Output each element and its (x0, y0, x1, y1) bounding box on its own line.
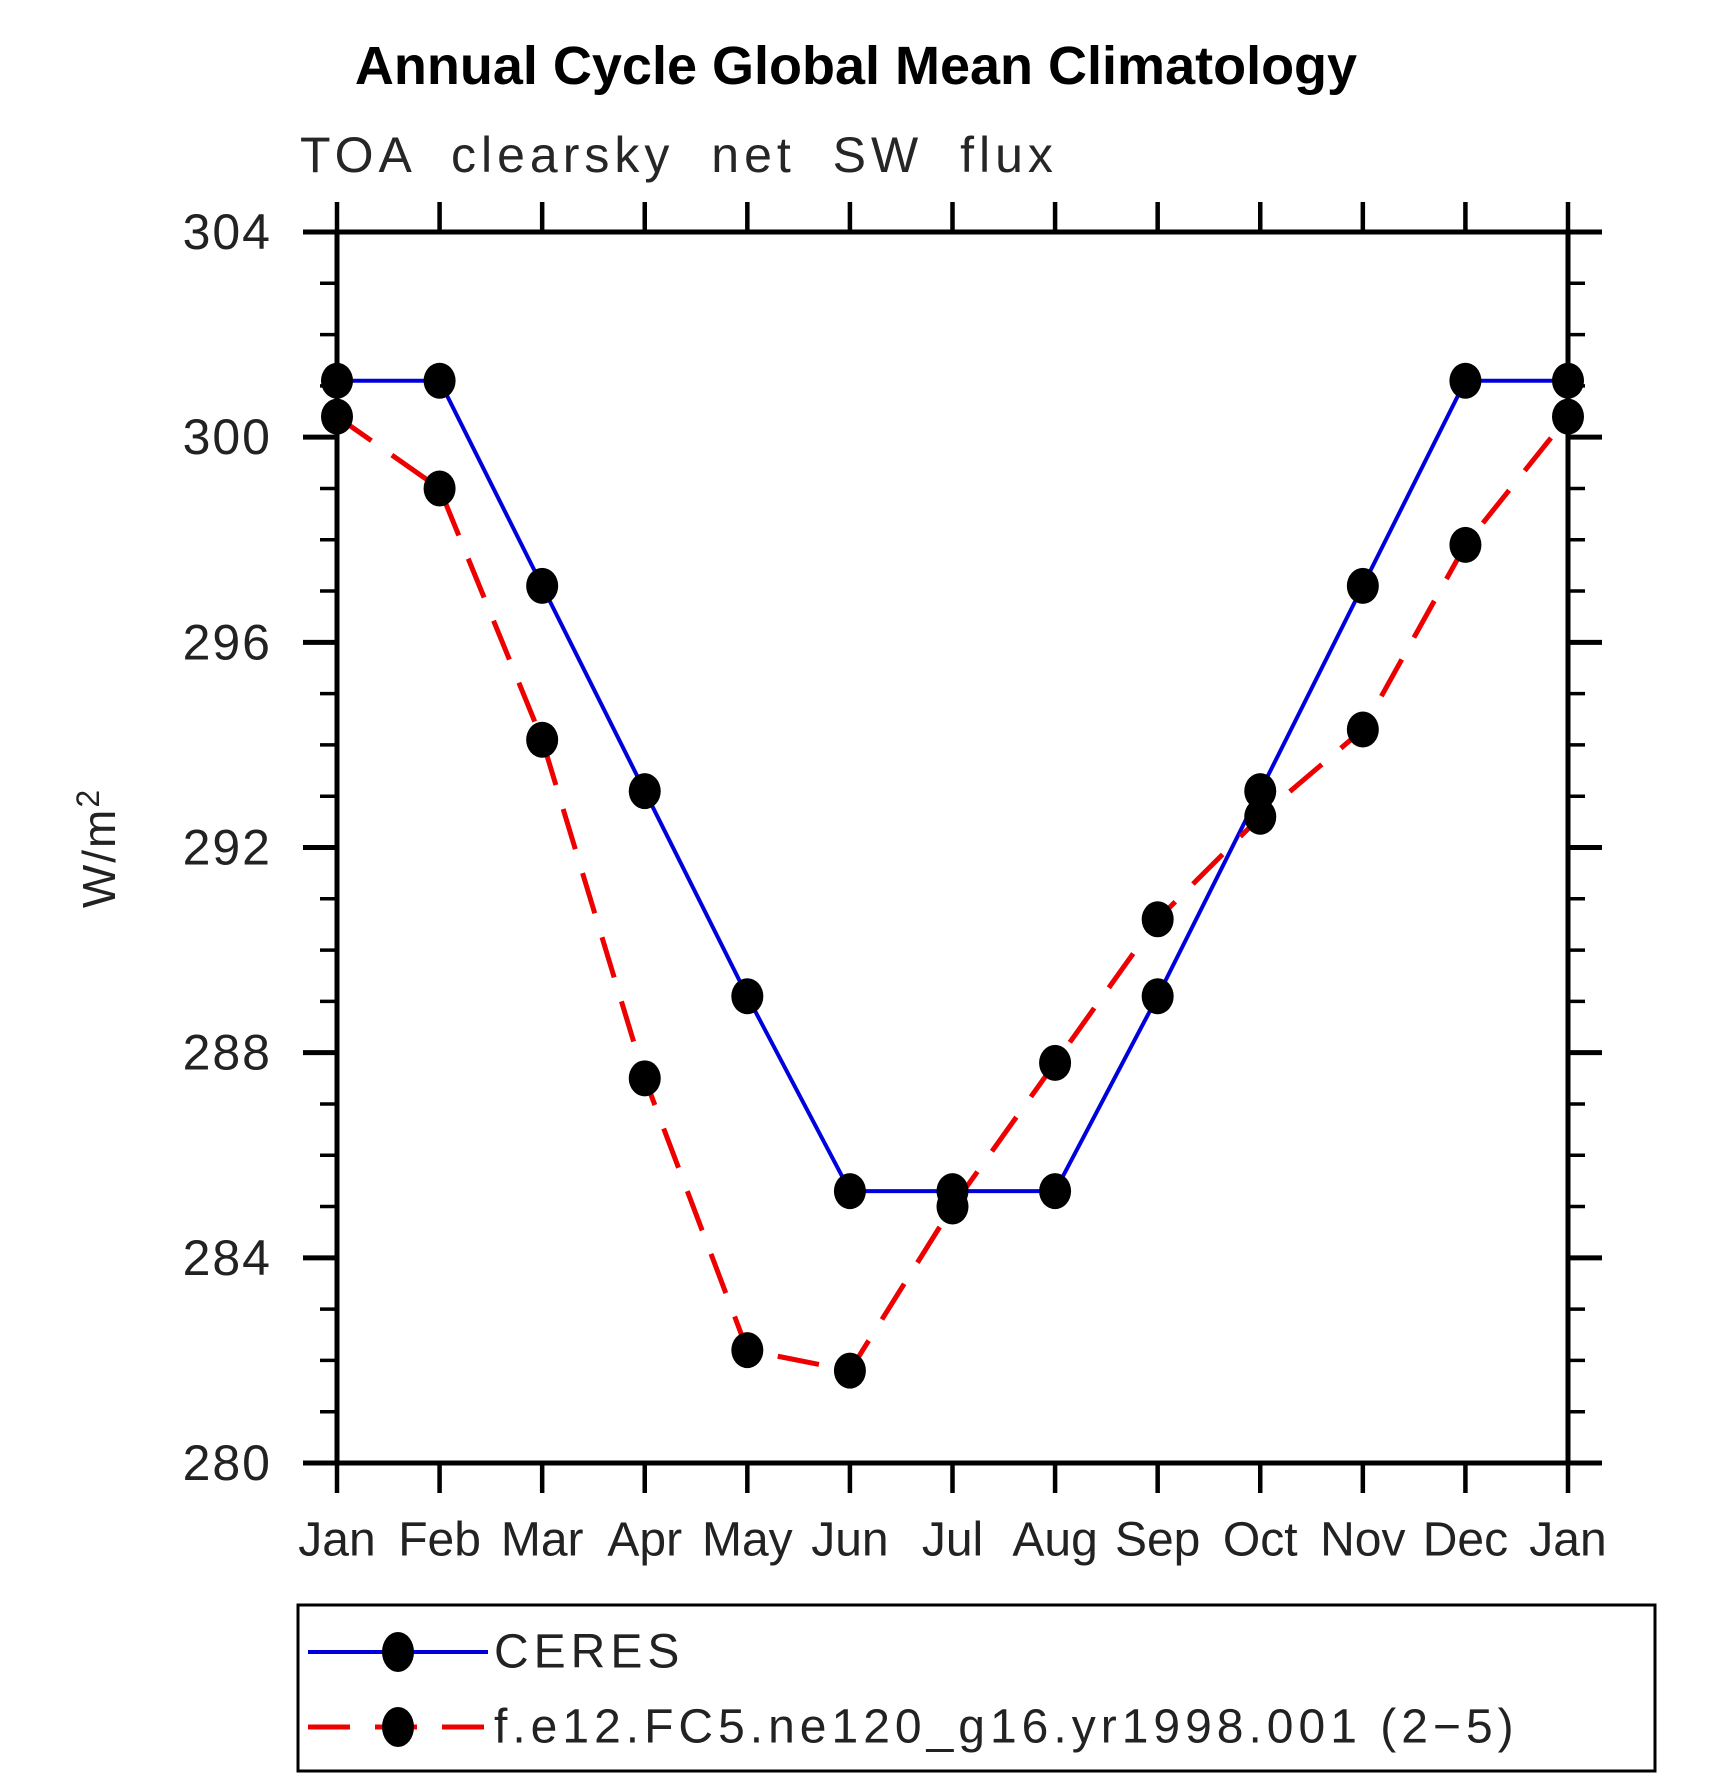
x-tick-label: Sep (1115, 1514, 1200, 1567)
data-point-marker (526, 567, 559, 604)
x-tick-label: Nov (1320, 1514, 1405, 1567)
y-tick-label: 280 (183, 1435, 272, 1491)
x-tick-label: May (702, 1514, 793, 1567)
x-tick-label: Jun (811, 1514, 888, 1567)
x-tick-label: Dec (1423, 1514, 1508, 1567)
series-line-0 (337, 378, 1568, 1194)
axis-ticks (303, 202, 1602, 1493)
y-axis-label-base: W/m (73, 808, 125, 909)
y-tick-label: 300 (183, 409, 272, 465)
plot-frame (334, 229, 1571, 1466)
x-tick-label: Feb (398, 1514, 481, 1567)
x-tick-label: Jul (922, 1514, 983, 1567)
x-tick-label: Jan (1529, 1514, 1606, 1567)
legend-line-samples (308, 1632, 488, 1747)
data-point-marker (1449, 526, 1482, 563)
legend-sample-marker-1 (382, 1707, 414, 1747)
series-line-1 (335, 414, 1570, 1374)
axis-tick-labels: 280 284 288 292 296 300 304 Jan Feb Mar Apr May Jun J… (183, 204, 1607, 1567)
data-point-marker (423, 470, 456, 507)
data-point-marker (1244, 798, 1277, 835)
x-tick-label: Mar (501, 1514, 584, 1567)
data-point-marker (628, 773, 661, 810)
data-point-marker (423, 362, 456, 399)
data-point-marker (731, 1332, 764, 1369)
data-point-marker (1039, 1044, 1072, 1081)
x-tick-label: Jan (298, 1514, 375, 1567)
x-tick-label: Apr (607, 1514, 682, 1567)
data-point-marker (1141, 978, 1174, 1015)
data-point-marker (1552, 362, 1584, 399)
data-point-marker (321, 398, 353, 435)
data-point-marker (1039, 1173, 1072, 1210)
data-point-marker (321, 362, 353, 399)
legend-sample-marker-0 (382, 1632, 414, 1672)
y-axis-label-exponent: 2 (70, 788, 106, 808)
data-point-marker (1346, 711, 1379, 748)
data-point-markers (321, 362, 1584, 1389)
data-point-marker (628, 1060, 661, 1097)
y-tick-label: 292 (183, 820, 272, 876)
legend-label-ceres: CERES (494, 1626, 684, 1679)
data-point-marker (936, 1188, 969, 1225)
data-point-marker (1141, 901, 1174, 938)
legend-label-model: f.e12.FC5.ne120_g16.yr1998.001 (2−5) (494, 1701, 1519, 1754)
chart-subtitle: TOA clearsky net SW flux (300, 127, 1058, 183)
y-tick-label: 296 (183, 614, 272, 670)
legend-box (296, 1603, 1657, 1773)
legend: CERES f.e12.FC5.ne120_g16.yr1998.001 (2−… (296, 1603, 1657, 1773)
y-tick-label: 284 (183, 1230, 272, 1286)
data-point-marker (833, 1352, 866, 1389)
x-tick-label: Oct (1223, 1514, 1298, 1567)
data-point-marker (1552, 398, 1584, 435)
data-point-marker (1449, 362, 1482, 399)
data-point-marker (1346, 567, 1379, 604)
data-point-marker (731, 978, 764, 1015)
y-tick-label: 288 (183, 1025, 272, 1081)
data-point-marker (526, 721, 559, 758)
chart-title: Annual Cycle Global Mean Climatology (355, 36, 1357, 96)
data-point-marker (1244, 773, 1277, 810)
y-axis-label: W/m2 (70, 788, 125, 908)
data-point-marker (833, 1173, 866, 1210)
y-tick-label: 304 (183, 204, 272, 260)
x-tick-label: Aug (1012, 1514, 1097, 1567)
